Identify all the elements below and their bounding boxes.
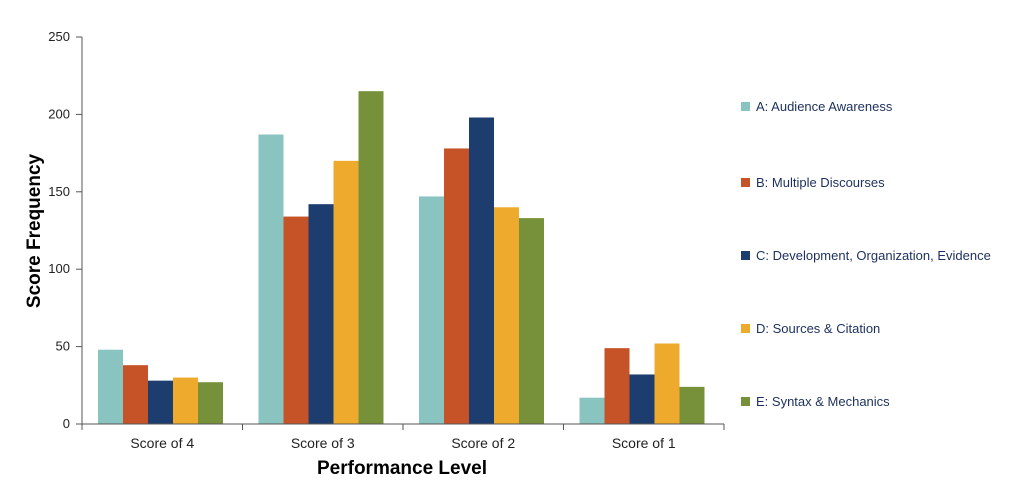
bar-score-of-1-b [604,348,630,424]
y-axis-title: Score Frequency [24,153,45,308]
bar-score-of-1-a [579,397,605,424]
bar-score-of-2-b [444,148,469,424]
x-tick-label: Score of 3 [291,435,355,451]
bar-score-of-4-a [98,349,123,424]
y-tick-label: 50 [56,339,70,354]
legend-label: B: Multiple Discourses [756,175,885,190]
bar-score-of-4-b [123,365,148,424]
bars [98,91,705,425]
legend-swatch [741,102,750,111]
legend-label: A: Audience Awareness [756,99,893,114]
legend-swatch [741,251,750,260]
bar-score-of-2-a [419,196,444,424]
legend-swatch [741,324,750,333]
legend-label: D: Sources & Citation [756,321,880,336]
bar-score-of-2-c [469,117,494,424]
legend: A: Audience Awareness B: Multiple Discour… [741,99,991,409]
x-axis-categories: Score of 4 Score of 3 Score of 2 Score of 1 [81,424,725,451]
legend-label: C: Development, Organization, Evidence [756,248,991,263]
bar-score-of-3-e [358,91,384,425]
x-tick-label: Score of 1 [612,435,676,451]
axes [81,37,724,425]
bar-score-of-3-c [308,204,334,424]
bar-score-of-3-a [258,134,284,425]
bar-score-of-1-d [654,343,680,424]
bar-score-of-2-d [494,207,519,424]
bar-score-of-3-d [333,160,359,424]
legend-swatch [741,397,750,406]
bar-score-of-1-c [629,374,655,424]
bar-score-of-4-e [198,382,223,424]
x-tick-label: Score of 4 [130,435,194,451]
legend-swatch [741,178,750,187]
y-tick-label: 200 [48,106,70,121]
y-tick-label: 100 [48,261,70,276]
bar-score-of-1-e [679,386,705,424]
x-tick-label: Score of 2 [451,435,515,451]
y-tick-label: 0 [63,416,70,431]
y-axis-ticks: 0 50 100 150 200 250 [48,29,82,431]
bar-score-of-4-d [173,377,198,424]
bar-score-of-4-c [148,380,173,424]
y-tick-label: 150 [48,184,70,199]
bar-score-of-3-b [283,216,309,424]
bar-score-of-2-e [519,218,544,424]
legend-label: E: Syntax & Mechanics [756,394,890,409]
x-axis-title: Performance Level [317,458,487,479]
y-tick-label: 250 [48,29,70,44]
